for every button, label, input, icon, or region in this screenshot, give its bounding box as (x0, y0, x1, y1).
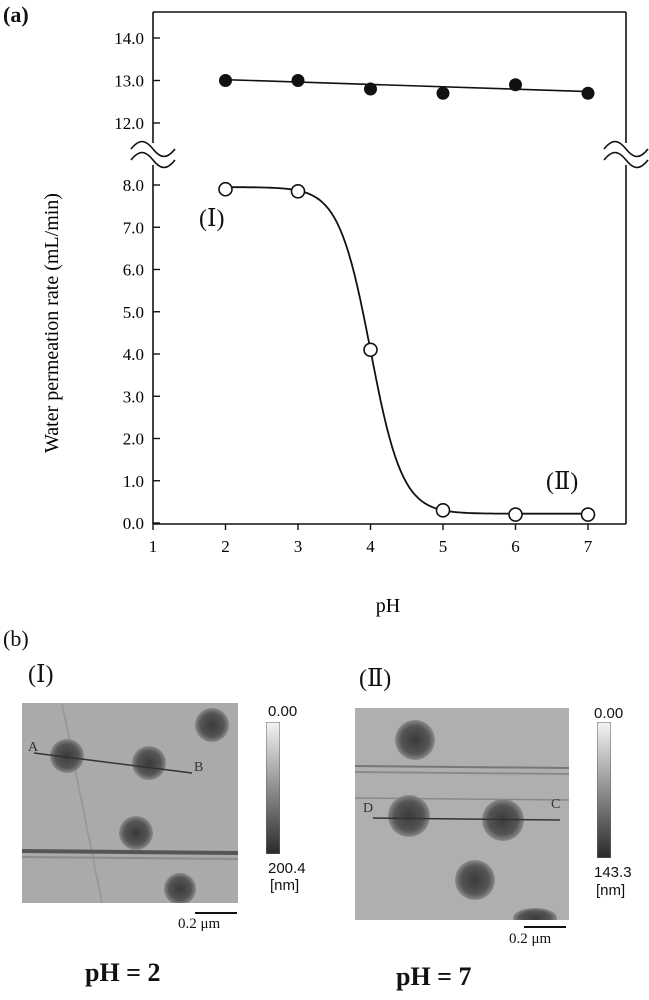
afm-image-ph2: A B (22, 703, 238, 903)
length-bar-label-I: 0.2 μm (178, 916, 221, 932)
axis-break-left (130, 151, 176, 169)
caption-ph2: pH = 2 (85, 958, 161, 987)
fit-line-series-1 (225, 78, 589, 93)
scale-unit-II: [nm] (596, 882, 626, 899)
scale-bottom-I: 200.4 (268, 860, 306, 877)
y-tick-label: 13.0 (114, 72, 144, 91)
y-tick-label: 8.0 (123, 176, 144, 195)
y-axis-label: Water permeation rate (mL/min) (41, 193, 63, 453)
point-open (435, 503, 451, 518)
fit-curve-series-2 (225, 186, 588, 515)
length-bar-label-II: 0.2 μm (509, 931, 552, 947)
y-tick-label: 14.0 (114, 29, 144, 48)
y-tick-label: 2.0 (123, 430, 144, 449)
panel-b-label: (b) (3, 626, 29, 651)
point-open (508, 507, 523, 522)
scale-top-I: 0.00 (268, 703, 298, 720)
axis-ticks: 1 2 3 4 5 6 7 0.0 1.0 2.0 3.0 4.0 5.0 6.0 7.0 8.0 12.0 13… (114, 29, 593, 556)
x-tick-label: 2 (221, 537, 230, 556)
length-bar-I (195, 912, 237, 914)
point-open (218, 181, 233, 197)
afm-label-II: (Ⅱ) (359, 666, 392, 692)
y-tick-label: 0.0 (123, 514, 144, 533)
y-tick-label: 4.0 (123, 345, 144, 364)
axis-break-left (130, 140, 176, 158)
point-filled (291, 74, 305, 87)
length-bar-II (524, 926, 566, 928)
x-tick-label: 4 (366, 537, 375, 556)
scale-unit-I: [nm] (270, 877, 300, 894)
marker-d: D (363, 801, 373, 816)
point-filled (581, 86, 595, 100)
y-tick-label: 12.0 (114, 114, 144, 133)
height-scale-bar-I (266, 722, 280, 854)
afm-label-I: (Ⅰ) (28, 662, 54, 688)
chart-a: 1 2 3 4 5 6 7 0.0 1.0 2.0 3.0 4.0 5.0 6.0 7.0 8.0 12.0 13… (41, 11, 649, 617)
scale-bottom-II: 143.3 (594, 864, 632, 881)
y-tick-label: 7.0 (123, 218, 144, 237)
point-open (290, 184, 306, 199)
point-filled (436, 86, 450, 100)
point-filled (364, 82, 377, 96)
annotation-state-II: (Ⅱ) (546, 469, 579, 495)
x-tick-label: 3 (294, 537, 303, 556)
point-open (580, 507, 596, 522)
y-tick-label: 1.0 (123, 472, 144, 491)
y-tick-label: 5.0 (123, 303, 144, 322)
series-lines (225, 78, 589, 515)
plot-frame (130, 11, 649, 525)
series-markers (218, 74, 596, 522)
scale-top-II: 0.00 (594, 705, 624, 722)
x-tick-label: 6 (511, 537, 520, 556)
axis-break-right (603, 151, 649, 169)
point-filled (509, 78, 522, 92)
point-filled (219, 74, 232, 87)
caption-ph7: pH = 7 (396, 962, 472, 991)
panel-a-label: (a) (3, 2, 29, 27)
marker-c: C (551, 797, 560, 812)
x-tick-label: 7 (584, 537, 593, 556)
afm-image-ph7: D C (355, 708, 569, 920)
height-scale-bar-II (597, 722, 611, 858)
x-tick-label: 5 (439, 537, 448, 556)
x-tick-label: 1 (149, 537, 158, 556)
axis-break-right (603, 140, 649, 158)
point-open (363, 342, 378, 358)
y-tick-label: 3.0 (123, 387, 144, 406)
x-axis-label: pH (376, 595, 400, 617)
annotation-state-I: (Ⅰ) (199, 206, 225, 232)
marker-b: B (194, 760, 203, 775)
y-tick-label: 6.0 (123, 261, 144, 280)
marker-a: A (28, 740, 39, 755)
